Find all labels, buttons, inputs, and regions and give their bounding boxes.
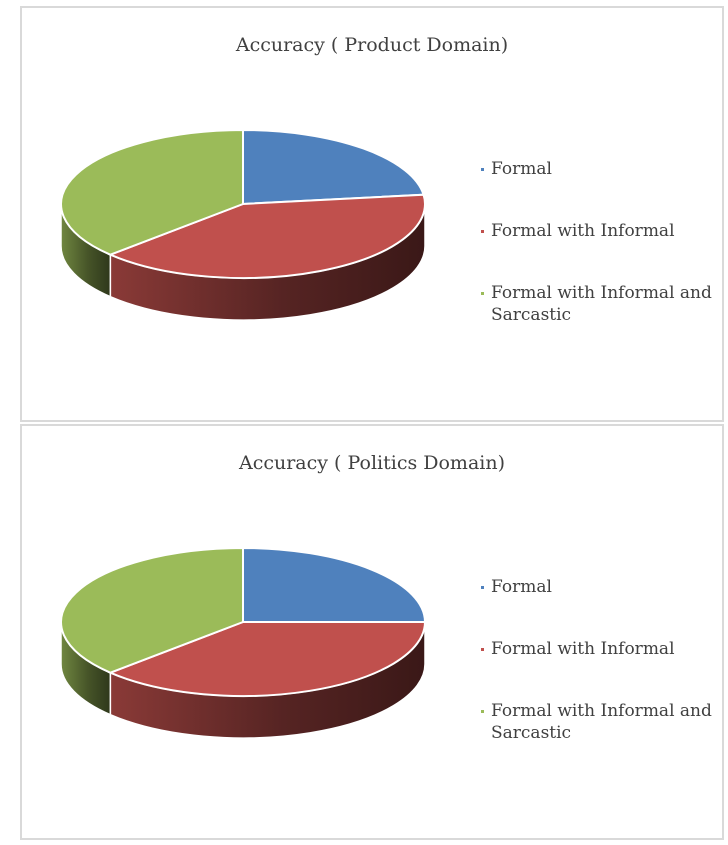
legend-swatch	[481, 586, 484, 589]
legend-item-formal: Formal	[478, 158, 718, 180]
legend-label: Formal with Informal	[491, 221, 675, 241]
pie-slice-formal-with-informal	[107, 621, 427, 697]
pie-chart	[60, 128, 426, 321]
legend-item-formal-informal-sarcastic: Formal with Informal and Sarcastic	[478, 700, 718, 744]
legend-label: Formal with Informal and Sarcastic	[491, 283, 712, 325]
legend-item-formal-informal: Formal with Informal	[478, 638, 718, 660]
legend-swatch	[481, 292, 484, 295]
legend-swatch	[481, 168, 484, 171]
legend: Formal Formal with Informal Formal with …	[478, 158, 718, 326]
chart-panel-product: Accuracy ( Product Domain) Formal Formal…	[20, 6, 724, 422]
legend-item-formal-informal: Formal with Informal	[478, 220, 718, 242]
pie-slice-formal-with-informal	[107, 193, 426, 279]
legend-swatch	[481, 710, 484, 713]
chart-title: Accuracy ( Politics Domain)	[238, 452, 505, 474]
pie-slice-formal-with-informal-and-sarcastic	[60, 546, 244, 674]
pie-slice-formal	[242, 546, 427, 623]
legend: Formal Formal with Informal Formal with …	[478, 576, 718, 744]
legend-label: Formal with Informal and Sarcastic	[491, 701, 712, 743]
legend-item-formal-informal-sarcastic: Formal with Informal and Sarcastic	[478, 282, 718, 326]
legend-label: Formal	[491, 159, 552, 179]
legend-item-formal: Formal	[478, 576, 718, 598]
legend-swatch	[481, 230, 484, 233]
chart-title: Accuracy ( Product Domain)	[235, 34, 509, 56]
legend-label: Formal with Informal	[491, 639, 675, 659]
legend-label: Formal	[491, 577, 552, 597]
pie-slice-formal-with-informal-and-sarcastic	[60, 128, 244, 256]
pie-slice-formal	[242, 128, 425, 206]
pie-chart	[60, 546, 427, 739]
chart-panel-politics: Accuracy ( Politics Domain) Formal Forma…	[20, 424, 724, 840]
legend-swatch	[481, 648, 484, 651]
